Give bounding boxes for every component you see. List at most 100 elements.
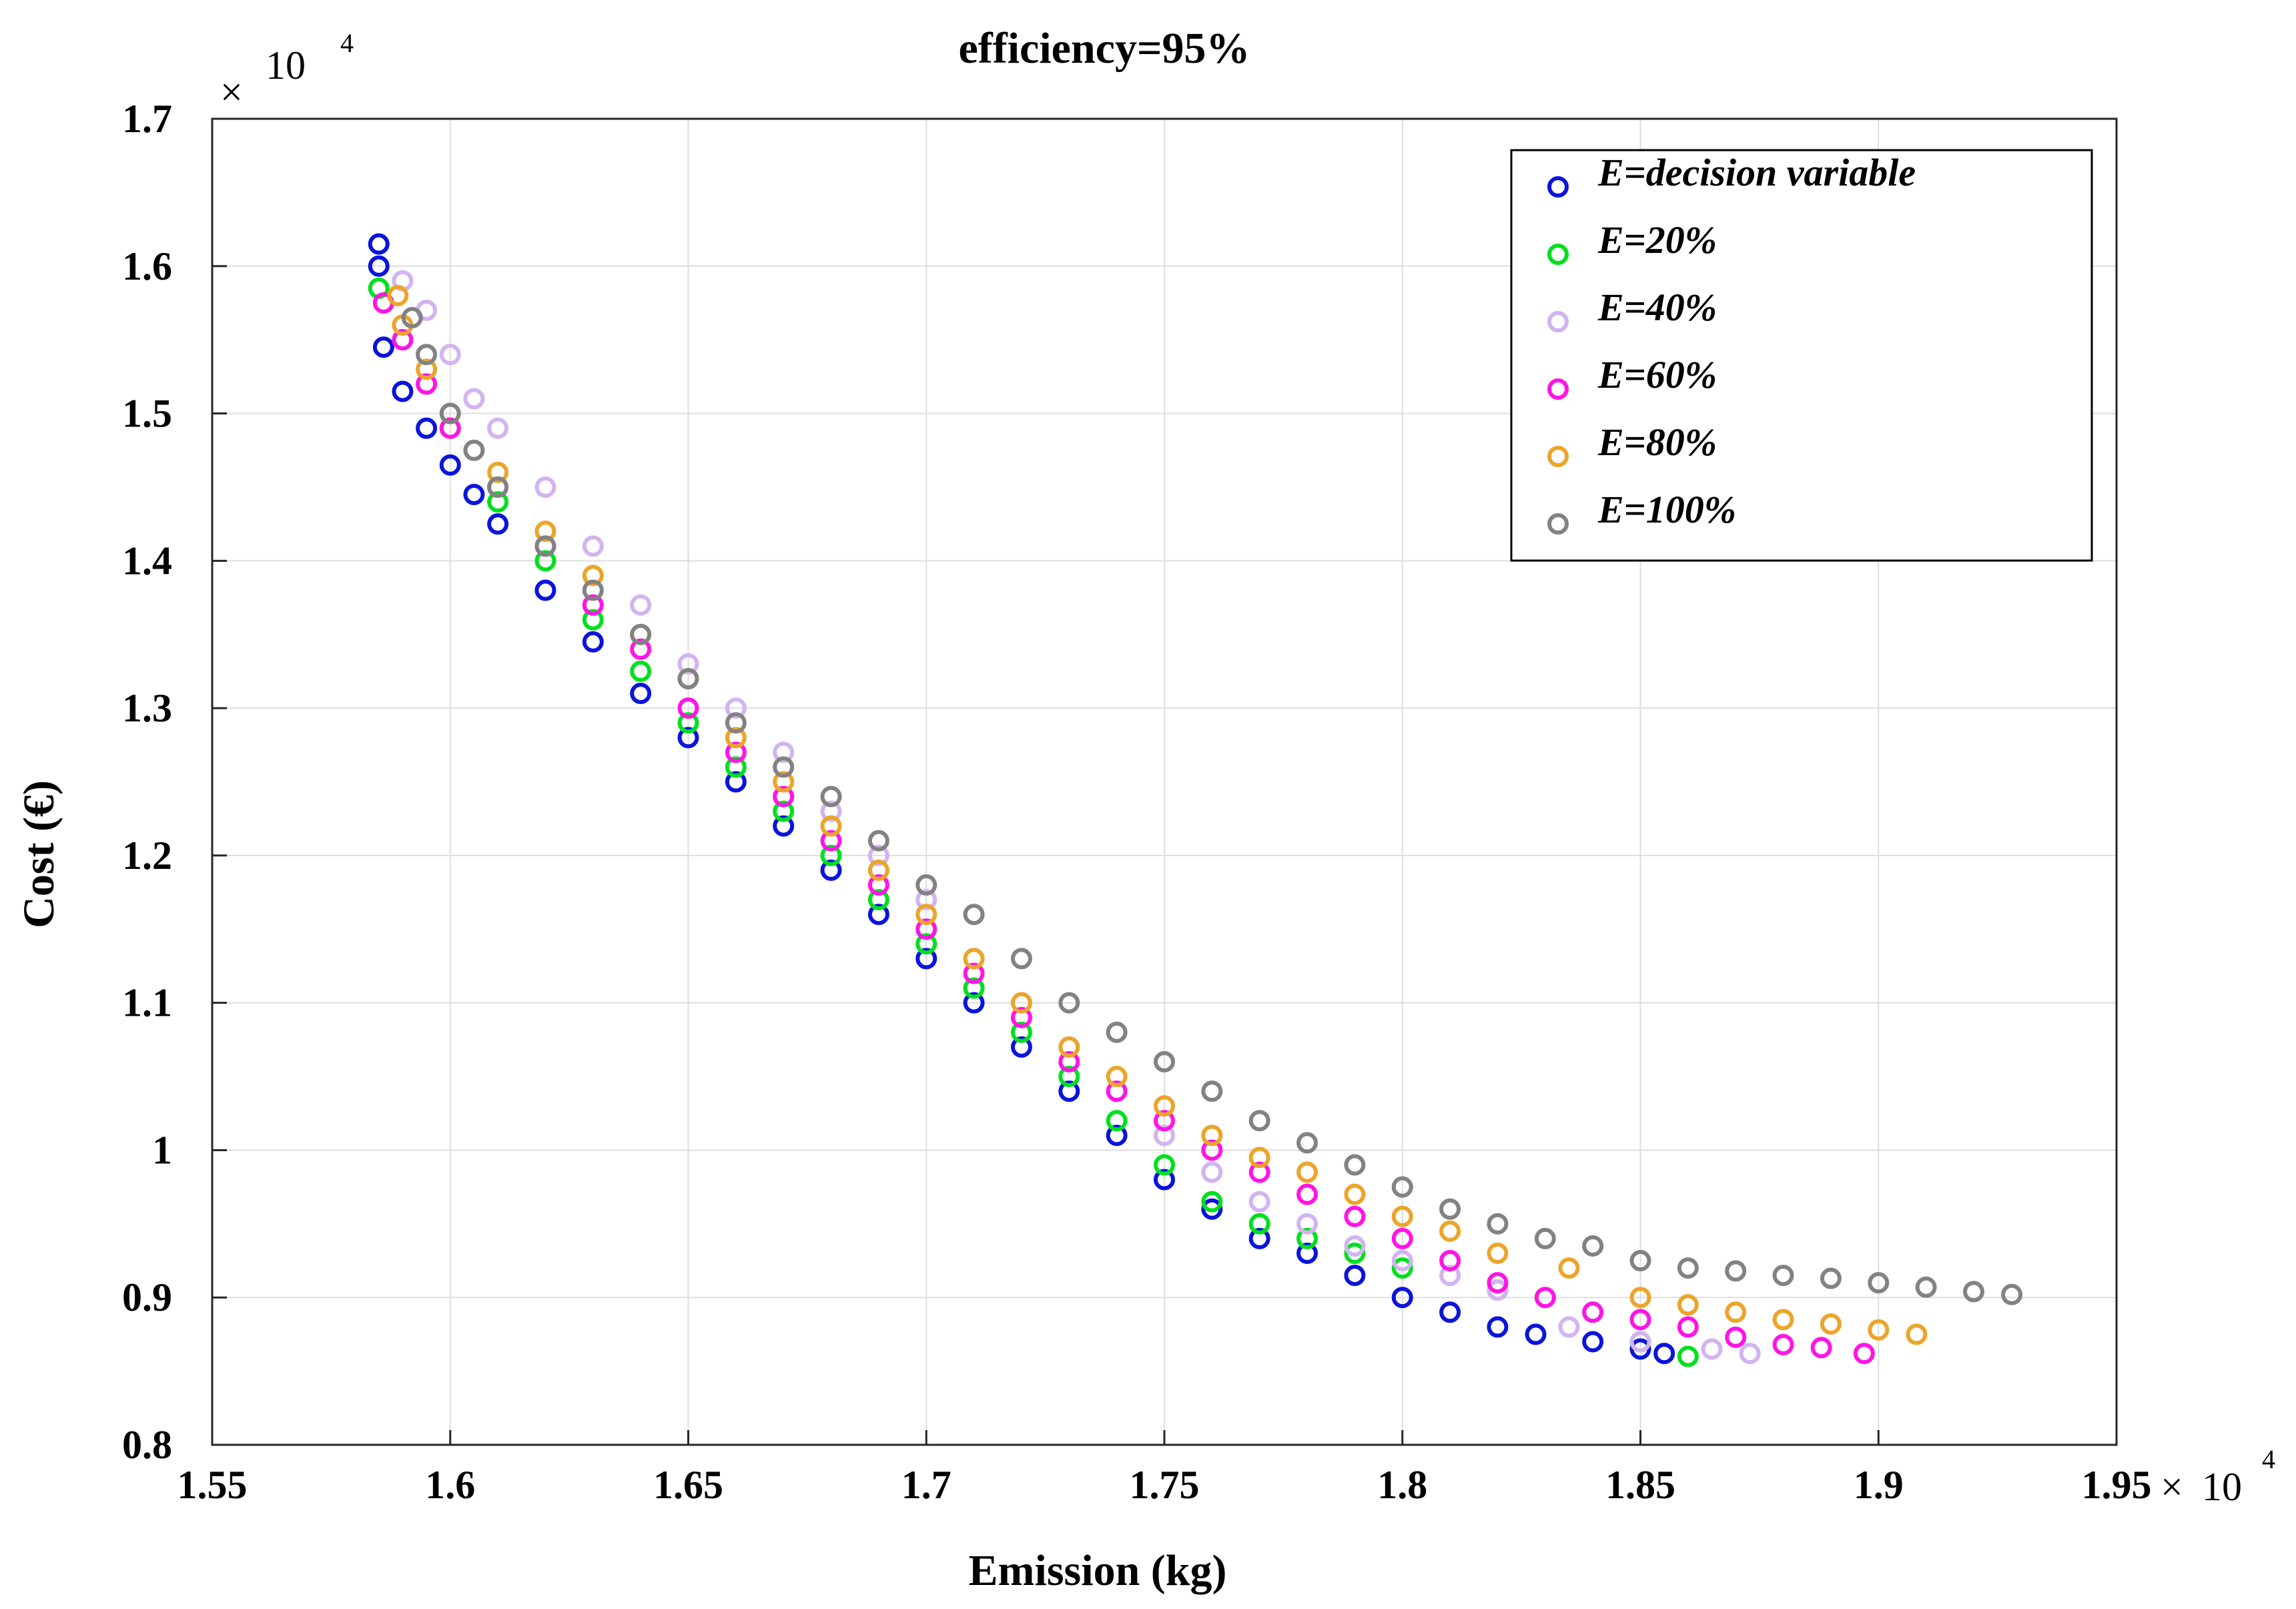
data-point bbox=[773, 741, 795, 763]
legend-marker bbox=[1547, 311, 1569, 332]
legend-label: E=40% bbox=[1597, 286, 1717, 329]
x-tick-label: 1.9 bbox=[1854, 1463, 1904, 1507]
data-point bbox=[867, 889, 889, 911]
data-point bbox=[1868, 1319, 1890, 1341]
y-axis-label: Cost (€) bbox=[15, 780, 63, 928]
data-point bbox=[1739, 1343, 1761, 1365]
data-point bbox=[392, 380, 414, 402]
data-point bbox=[1106, 1110, 1128, 1132]
data-point bbox=[1391, 1250, 1413, 1272]
data-point bbox=[1487, 1213, 1509, 1235]
data-point bbox=[915, 874, 937, 896]
data-point bbox=[820, 800, 842, 822]
data-point bbox=[1010, 1021, 1032, 1043]
data-point bbox=[1677, 1257, 1699, 1279]
data-point bbox=[1487, 1316, 1509, 1338]
data-point bbox=[1868, 1272, 1890, 1294]
x-tick-label: 1.85 bbox=[1605, 1463, 1675, 1507]
data-point bbox=[1677, 1294, 1699, 1316]
data-point bbox=[1248, 1227, 1270, 1249]
y-tick-labels: 0.8 0.9 1 1.1 1.2 1.3 1.4 1.5 1.6 1.7 bbox=[122, 97, 227, 1467]
data-point bbox=[1677, 1345, 1699, 1367]
y-multiplier-exponent: 4 bbox=[340, 28, 354, 58]
data-point bbox=[1106, 1021, 1128, 1043]
data-point bbox=[1058, 1050, 1080, 1072]
series-4 bbox=[387, 284, 1928, 1345]
data-point bbox=[463, 388, 485, 410]
data-point bbox=[534, 579, 556, 601]
data-point bbox=[1296, 1183, 1318, 1205]
data-point bbox=[820, 815, 842, 837]
data-point bbox=[1010, 1036, 1032, 1058]
data-point bbox=[1820, 1267, 1842, 1289]
data-point bbox=[368, 255, 390, 277]
data-point bbox=[915, 933, 937, 955]
data-point bbox=[773, 800, 795, 822]
legend-marker bbox=[1547, 176, 1569, 198]
data-point bbox=[1154, 1095, 1175, 1117]
chart-title: efficiency=95% bbox=[958, 24, 1250, 73]
x-tick-label: 1.8 bbox=[1377, 1463, 1427, 1507]
data-point bbox=[1010, 1006, 1032, 1028]
data-point bbox=[487, 461, 509, 483]
data-point bbox=[1962, 1281, 1984, 1303]
data-point bbox=[416, 373, 438, 395]
data-point bbox=[820, 844, 842, 866]
y-tick-label: 0.9 bbox=[122, 1275, 172, 1319]
data-point bbox=[1248, 1213, 1270, 1235]
data-point bbox=[867, 859, 889, 881]
data-point bbox=[1439, 1250, 1461, 1272]
y-tick-label: 1.7 bbox=[122, 97, 172, 141]
data-point bbox=[1201, 1161, 1223, 1183]
data-point bbox=[1154, 1124, 1175, 1147]
legend-label: E=decision variable bbox=[1597, 151, 1916, 194]
data-point bbox=[1201, 1198, 1223, 1220]
x-multiplier-symbol: × bbox=[2161, 1465, 2183, 1509]
data-point bbox=[1772, 1333, 1794, 1355]
legend: E=decision variable E=20% E=40% E=60% E=80% E… bbox=[1510, 149, 2093, 562]
data-points bbox=[368, 233, 2023, 1367]
data-point bbox=[1487, 1272, 1509, 1294]
data-point bbox=[387, 284, 409, 306]
data-point bbox=[1525, 1323, 1547, 1345]
data-point bbox=[1629, 1331, 1651, 1353]
data-point bbox=[725, 727, 747, 749]
data-point bbox=[1106, 1124, 1128, 1147]
data-point bbox=[677, 727, 699, 749]
data-point bbox=[1629, 1287, 1651, 1309]
data-point bbox=[773, 785, 795, 808]
data-point bbox=[1534, 1287, 1556, 1309]
data-point bbox=[963, 948, 985, 970]
x-tick-label: 1.65 bbox=[653, 1463, 723, 1507]
data-point bbox=[1653, 1343, 1675, 1365]
data-point bbox=[1391, 1257, 1413, 1279]
data-point bbox=[867, 874, 889, 896]
data-point bbox=[677, 712, 699, 734]
data-point bbox=[1201, 1191, 1223, 1213]
data-point bbox=[439, 344, 461, 366]
data-point bbox=[867, 844, 889, 866]
data-point bbox=[630, 623, 652, 645]
data-point bbox=[1725, 1326, 1747, 1348]
y-axis-multiplier: × 10 4 bbox=[220, 28, 354, 114]
x-tick-label: 1.55 bbox=[177, 1463, 248, 1507]
data-point bbox=[463, 439, 485, 461]
data-point bbox=[368, 233, 390, 255]
data-point bbox=[1344, 1242, 1366, 1264]
data-point bbox=[963, 962, 985, 984]
x-tick-labels: 1.55 1.6 1.65 1.7 1.75 1.8 1.85 1.9 1.95 bbox=[177, 1430, 2152, 1507]
data-point bbox=[725, 697, 747, 719]
data-point bbox=[1439, 1220, 1461, 1242]
data-point bbox=[820, 859, 842, 881]
data-point bbox=[416, 344, 438, 366]
data-point bbox=[487, 417, 509, 439]
data-point bbox=[1296, 1242, 1318, 1264]
data-point bbox=[416, 417, 438, 439]
data-point bbox=[820, 830, 842, 852]
data-point bbox=[1558, 1257, 1580, 1279]
data-point bbox=[534, 535, 556, 557]
legend-label: E=100% bbox=[1597, 488, 1736, 531]
data-point bbox=[1677, 1316, 1699, 1338]
data-point bbox=[1772, 1265, 1794, 1287]
